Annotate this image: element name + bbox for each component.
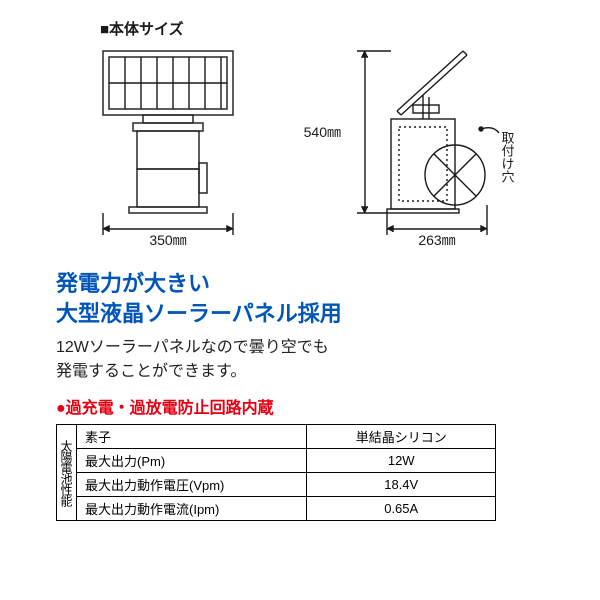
spec-value: 12W [307,449,496,473]
front-view-diagram: 350㎜ [85,45,255,255]
table-row: 最大出力動作電圧(Vpm) 18.4V [77,473,496,497]
body-text: 12Wソーラーパネルなので曇り空でも 発電することができます。 [56,336,570,384]
body-line-2: 発電することができます。 [56,363,246,380]
spec-label: 最大出力動作電流(Ipm) [77,497,307,521]
headline-line-2: 大型液晶ソーラーパネル採用 [56,301,342,326]
spec-table: 素子 単結晶シリコン 最大出力(Pm) 12W 最大出力動作電圧(Vpm) 18… [76,424,496,521]
table-row: 最大出力動作電流(Ipm) 0.65A [77,497,496,521]
dimension-diagram: 350㎜ [30,45,570,255]
mounting-hole-label: 取付け穴 [500,131,515,183]
spec-value: 0.65A [307,497,496,521]
height-dimension-label: 540㎜ [304,124,341,140]
section-title: ■本体サイズ [100,18,570,39]
table-row: 素子 単結晶シリコン [77,425,496,449]
feature-line: ●過充電・過放電防止回路内蔵 [56,394,570,418]
width-dimension-label: 350㎜ [149,232,186,248]
spec-label: 最大出力(Pm) [77,449,307,473]
body-line-1: 12Wソーラーパネルなので曇り空でも [56,339,329,356]
spec-vertical-label: 太陽電池性能 [56,424,76,521]
table-row: 最大出力(Pm) 12W [77,449,496,473]
headline: 発電力が大きい 大型液晶ソーラーパネル採用 [56,269,570,328]
headline-line-1: 発電力が大きい [56,271,210,296]
spec-label: 最大出力動作電圧(Vpm) [77,473,307,497]
spec-label: 素子 [77,425,307,449]
side-view-diagram: 540㎜ 263㎜ 取付け穴 [295,45,535,255]
spec-value: 単結晶シリコン [307,425,496,449]
spec-value: 18.4V [307,473,496,497]
depth-dimension-label: 263㎜ [418,232,455,248]
spec-table-block: 太陽電池性能 素子 単結晶シリコン 最大出力(Pm) 12W 最大出力動作電圧(… [56,424,496,521]
